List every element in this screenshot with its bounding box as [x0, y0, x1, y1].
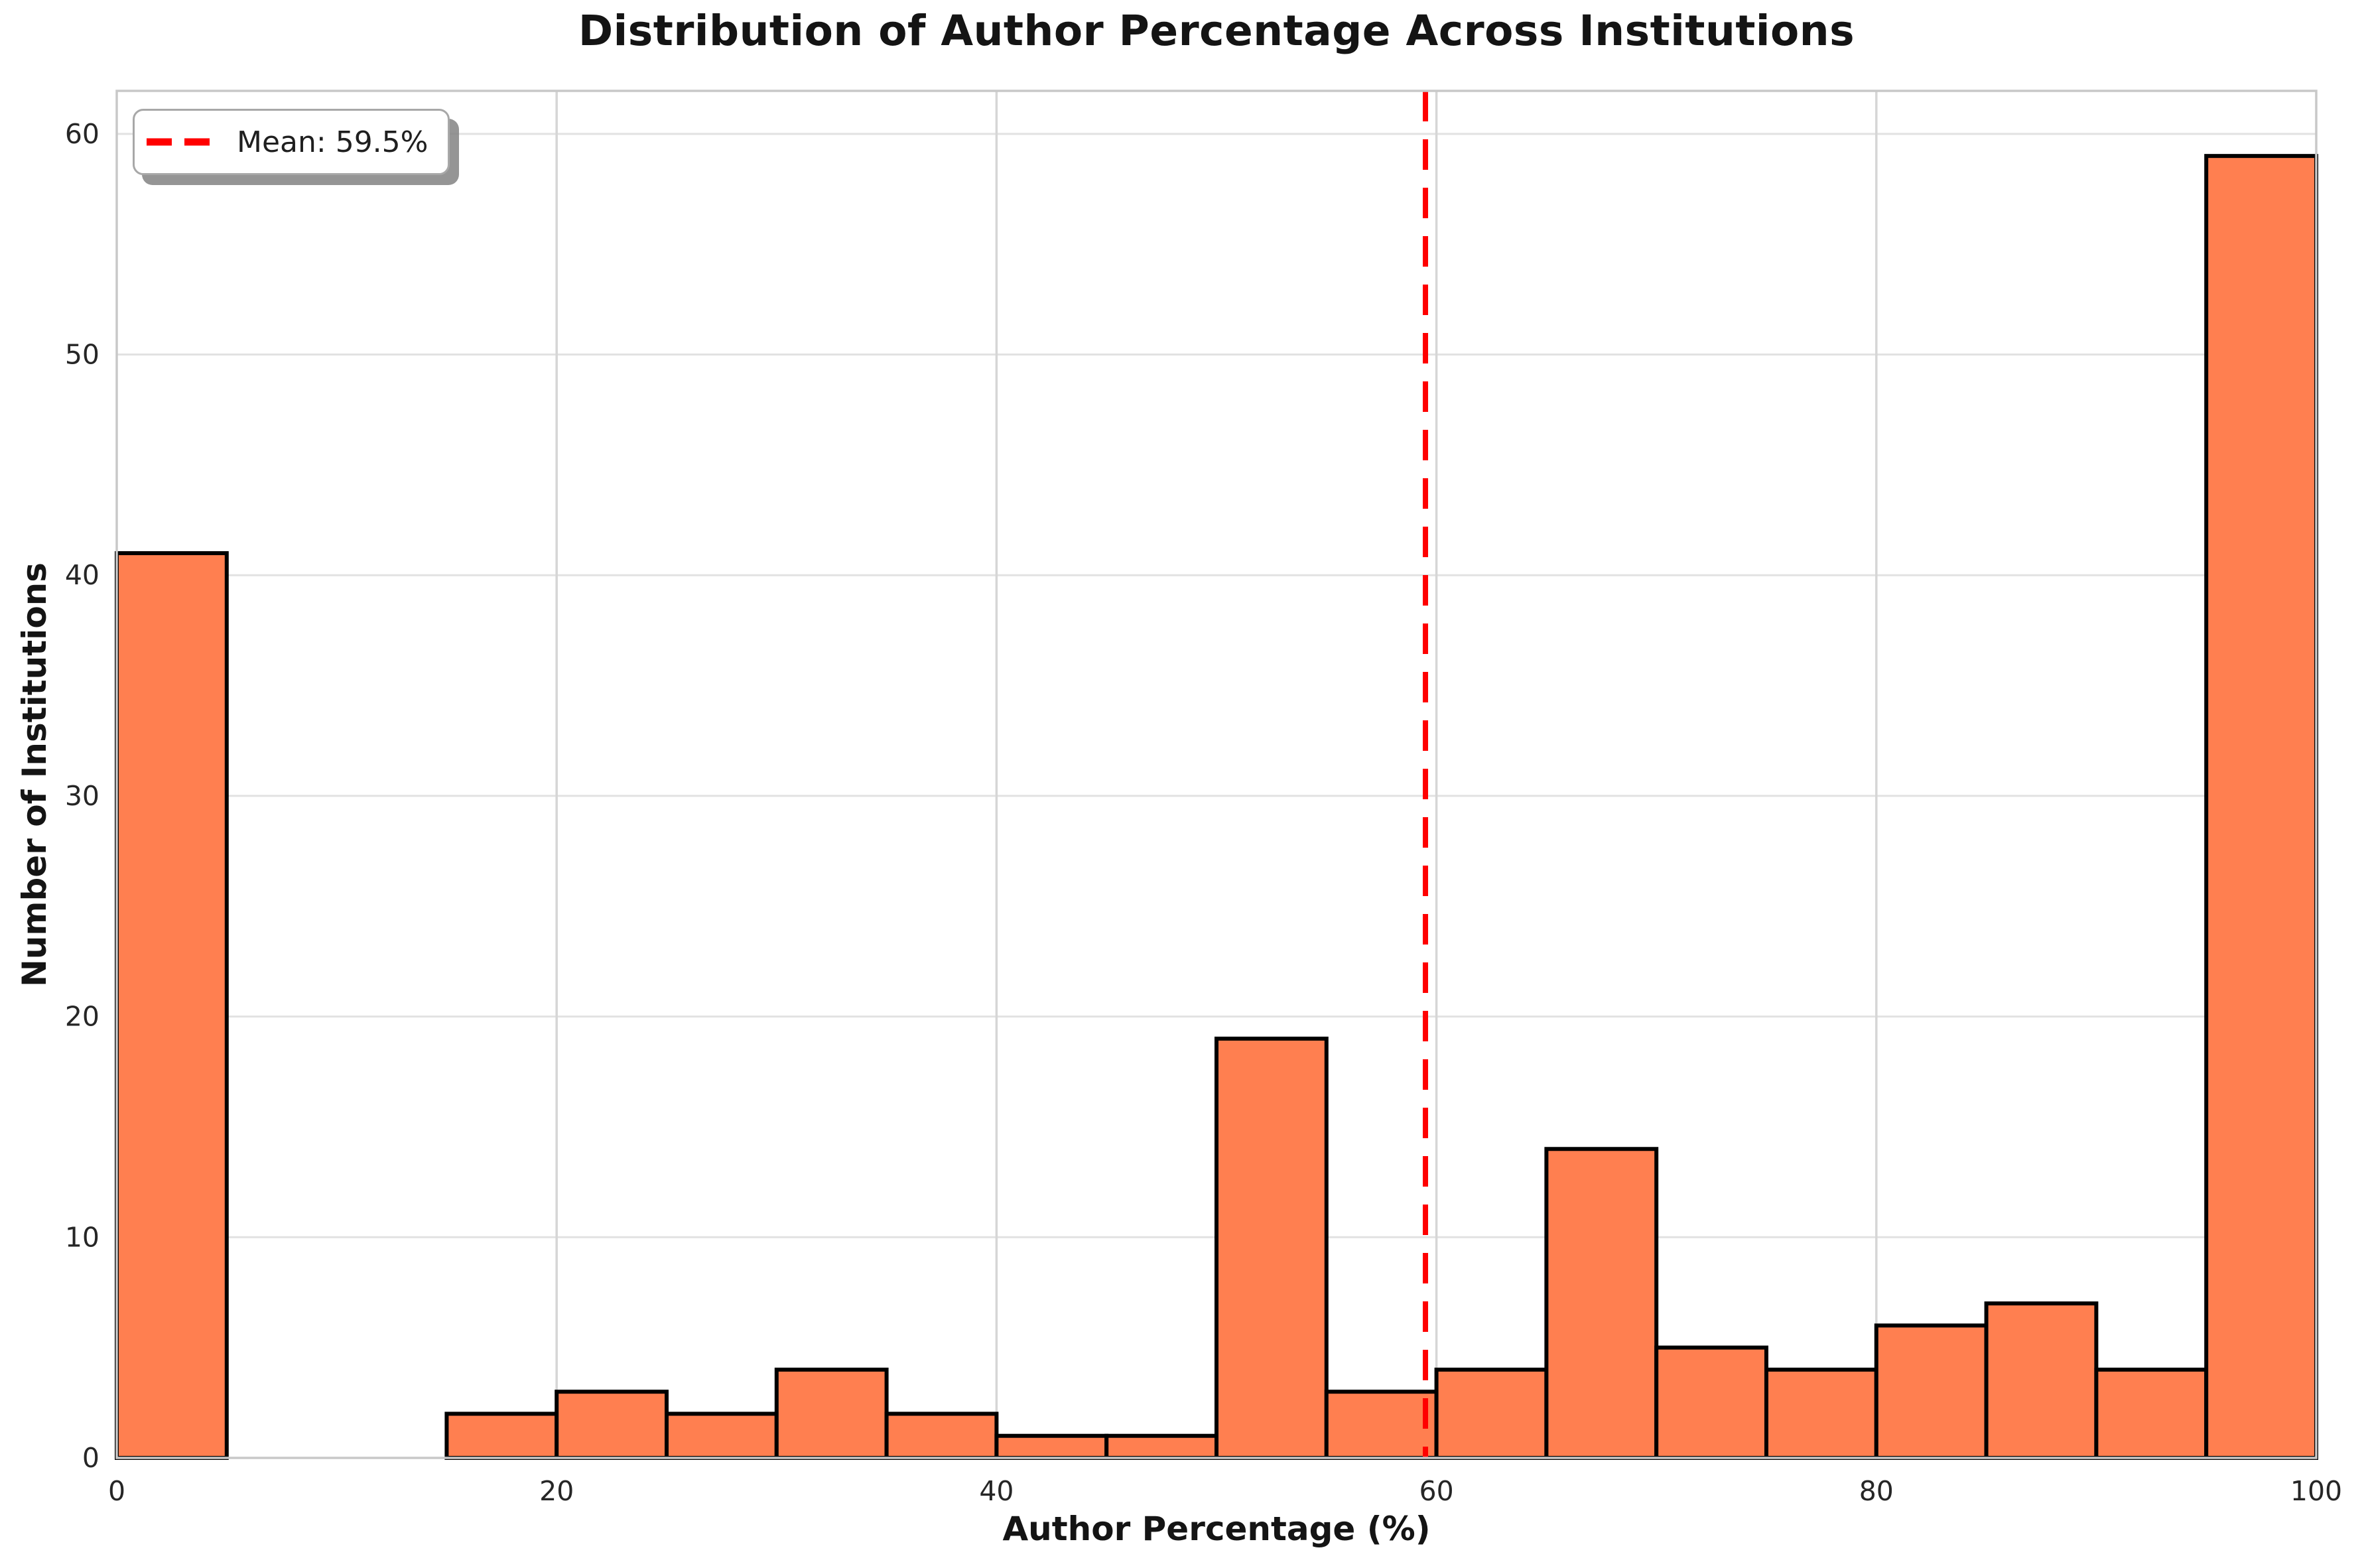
- histogram-bar: [555, 1390, 669, 1460]
- histogram-bar: [1104, 1433, 1218, 1460]
- histogram-bar: [2204, 154, 2318, 1461]
- histogram-bar: [1324, 1390, 1439, 1460]
- x-axis-label: Author Percentage (%): [1002, 1510, 1431, 1548]
- chart-title: Distribution of Author Percentage Across…: [578, 7, 1855, 55]
- y-tick-label: 0: [82, 1442, 99, 1474]
- histogram-bar: [665, 1411, 779, 1460]
- histogram-bar: [1215, 1036, 1329, 1460]
- histogram-bar: [994, 1433, 1109, 1460]
- x-tick-label: 80: [1859, 1475, 1894, 1507]
- histogram-bar: [1984, 1301, 2099, 1461]
- histogram-bar: [2094, 1367, 2209, 1461]
- x-tick-label: 60: [1419, 1475, 1454, 1507]
- plot-border: [115, 90, 2318, 1459]
- histogram-bar: [884, 1411, 999, 1460]
- histogram-bar: [115, 551, 229, 1461]
- histogram-bar: [1544, 1147, 1659, 1461]
- histogram-bar: [1434, 1367, 1549, 1461]
- y-tick-label: 20: [65, 1001, 99, 1033]
- histogram-bar: [1764, 1367, 1878, 1461]
- y-tick-label: 60: [65, 118, 99, 150]
- y-tick-label: 50: [65, 339, 99, 371]
- histogram-bar: [1874, 1323, 1989, 1461]
- x-tick-label: 40: [979, 1475, 1014, 1507]
- histogram-bar: [444, 1411, 559, 1460]
- legend-label: Mean: 59.5%: [237, 125, 428, 159]
- x-tick-label: 20: [539, 1475, 574, 1507]
- x-tick-label: 0: [108, 1475, 125, 1507]
- y-tick-label: 40: [65, 559, 99, 591]
- histogram-bar: [1654, 1345, 1768, 1460]
- y-tick-label: 30: [65, 780, 99, 812]
- legend-dashed-line-icon: [147, 138, 213, 146]
- y-axis-label: Number of Institutions: [15, 562, 54, 988]
- x-tick-label: 100: [2290, 1475, 2342, 1507]
- y-tick-label: 10: [65, 1221, 99, 1253]
- legend: Mean: 59.5%: [133, 109, 450, 175]
- histogram-bar: [774, 1367, 889, 1461]
